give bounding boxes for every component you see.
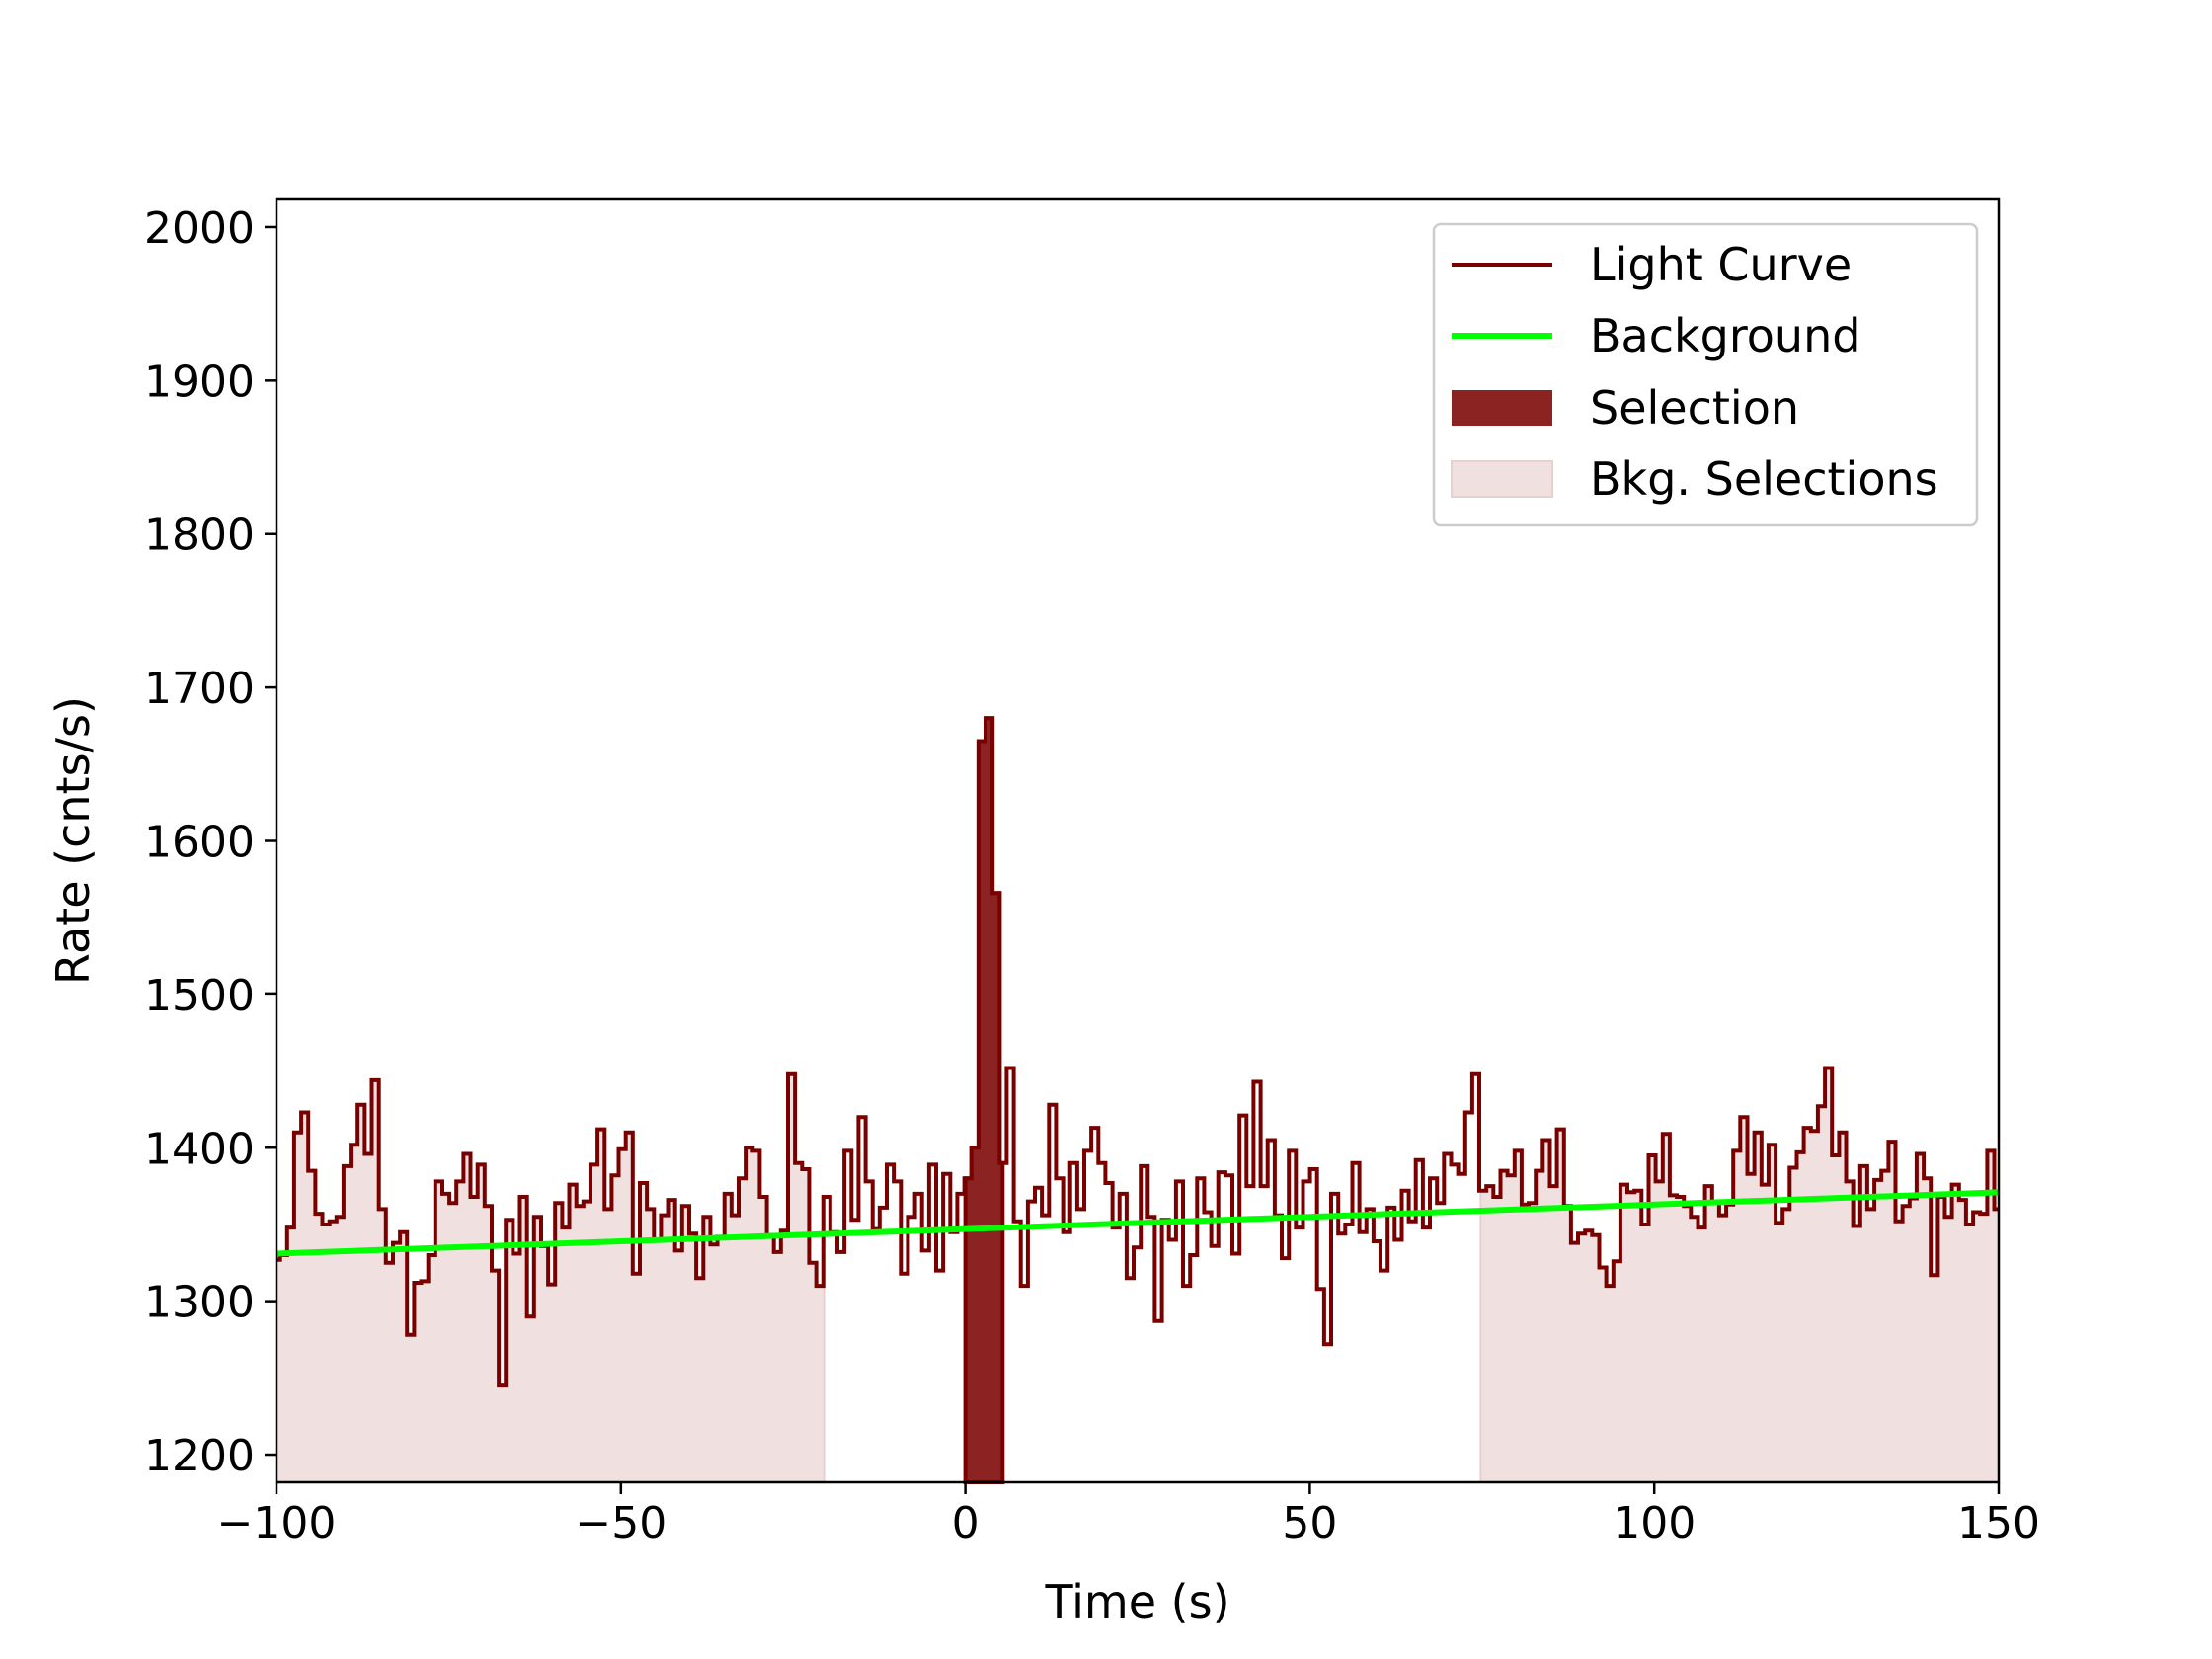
y-tick-label: 1700 <box>144 664 255 714</box>
legend-swatch-selection <box>1452 390 1552 426</box>
legend-label: Background <box>1590 309 1860 362</box>
selection-region <box>963 716 1005 1484</box>
legend-label: Light Curve <box>1590 238 1852 291</box>
y-tick-label: 1900 <box>144 356 255 407</box>
light-curve-line <box>276 716 1999 1388</box>
y-tick-label: 1800 <box>144 511 255 561</box>
x-tick-label: 50 <box>1282 1498 1337 1548</box>
y-tick-label: 1500 <box>144 971 255 1021</box>
y-tick-label: 1200 <box>144 1431 255 1481</box>
y-tick-label: 2000 <box>144 203 255 254</box>
light-curve-layer <box>276 716 1999 1388</box>
x-tick-label: −50 <box>575 1498 667 1548</box>
legend-label: Selection <box>1590 381 1799 434</box>
legend-label: Bkg. Selections <box>1590 452 1938 506</box>
x-tick-label: −100 <box>217 1498 337 1548</box>
y-axis-ticks: 1200 1300 1400 1500 1600 1700 1800 1900 2000 <box>144 203 276 1481</box>
selection-layer <box>963 716 1005 1484</box>
legend-swatch-bkg-selections <box>1451 460 1553 498</box>
background-fit-layer <box>276 1189 2000 1257</box>
legend-frame <box>1432 222 1979 527</box>
x-axis-label: Time (s) <box>1044 1575 1229 1628</box>
x-axis-ticks: −100 −50 0 50 100 150 <box>217 1482 2040 1548</box>
y-axis-label: Rate (cnts/s) <box>46 696 100 985</box>
y-tick-label: 1300 <box>144 1278 255 1328</box>
y-tick-label: 1600 <box>144 818 255 868</box>
background-fit-line <box>276 1189 2000 1257</box>
x-tick-label: 100 <box>1613 1498 1696 1548</box>
x-tick-label: 0 <box>952 1498 980 1548</box>
legend: Light Curve Background Selection Bkg. Selec… <box>1432 222 1979 527</box>
x-tick-label: 150 <box>1957 1498 2040 1548</box>
y-tick-label: 1400 <box>144 1124 255 1174</box>
